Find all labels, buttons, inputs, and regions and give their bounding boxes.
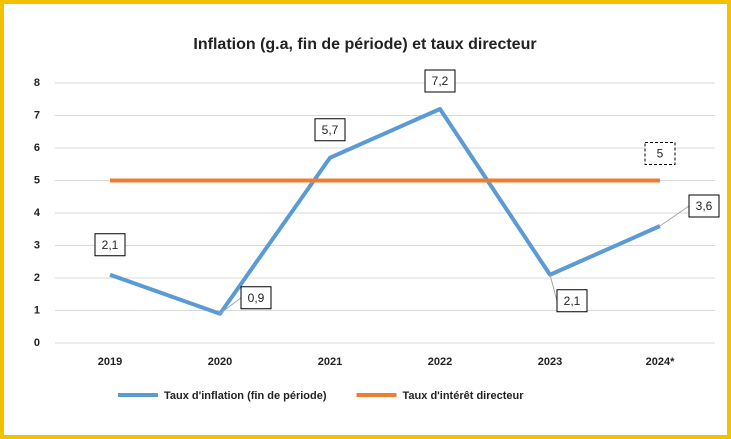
leader-line xyxy=(659,205,690,227)
x-tick-label: 2023 xyxy=(538,356,562,368)
label-box xyxy=(424,69,456,93)
x-tick-label: 2020 xyxy=(208,356,232,368)
leader-line xyxy=(219,297,242,315)
leader-line xyxy=(549,274,558,301)
x-tick-label: 2021 xyxy=(318,356,342,368)
legend-label: Taux d'intérêt directeur xyxy=(403,390,525,402)
y-tick-label: 2 xyxy=(34,272,40,284)
legend-label: Taux d'inflation (fin de période) xyxy=(164,390,327,402)
label-box xyxy=(688,194,720,218)
data-label: 2,1 xyxy=(102,238,119,252)
data-label: 2,1 xyxy=(564,294,581,308)
label-box xyxy=(94,233,126,257)
data-label: 0,9 xyxy=(248,291,265,305)
y-tick-label: 5 xyxy=(34,174,40,186)
chart-title: Inflation (g.a, fin de période) et taux … xyxy=(193,36,536,53)
data-label: 3,6 xyxy=(696,199,713,213)
y-tick-label: 6 xyxy=(34,142,40,154)
y-tick-label: 7 xyxy=(34,109,40,121)
label-box xyxy=(644,142,676,165)
x-tick-label: 2022 xyxy=(428,356,452,368)
x-tick-label: 2019 xyxy=(98,356,122,368)
data-label: 5,7 xyxy=(322,123,339,137)
label-box xyxy=(240,286,272,310)
data-line xyxy=(109,107,661,316)
x-tick-label: 2024* xyxy=(646,356,675,368)
y-tick-label: 1 xyxy=(34,304,40,316)
data-label: 7,2 xyxy=(432,74,449,88)
label-box xyxy=(314,118,346,142)
y-tick-label: 0 xyxy=(34,337,40,349)
y-tick-label: 3 xyxy=(34,239,40,251)
label-box xyxy=(556,289,588,313)
data-label: 5 xyxy=(657,147,664,161)
y-tick-label: 4 xyxy=(34,207,41,219)
y-tick-label: 8 xyxy=(34,77,40,89)
